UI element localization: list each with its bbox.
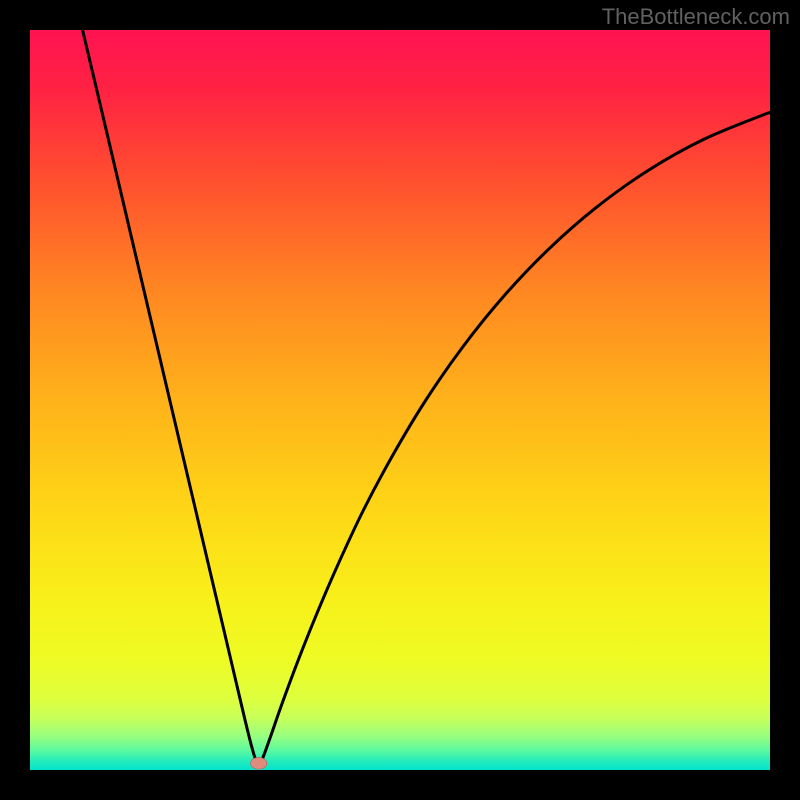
plot-area xyxy=(30,30,770,770)
minimum-marker xyxy=(251,757,267,769)
bottleneck-curve-chart xyxy=(30,30,770,770)
gradient-background xyxy=(30,30,770,770)
watermark-text: TheBottleneck.com xyxy=(602,4,790,30)
chart-frame: TheBottleneck.com xyxy=(0,0,800,800)
